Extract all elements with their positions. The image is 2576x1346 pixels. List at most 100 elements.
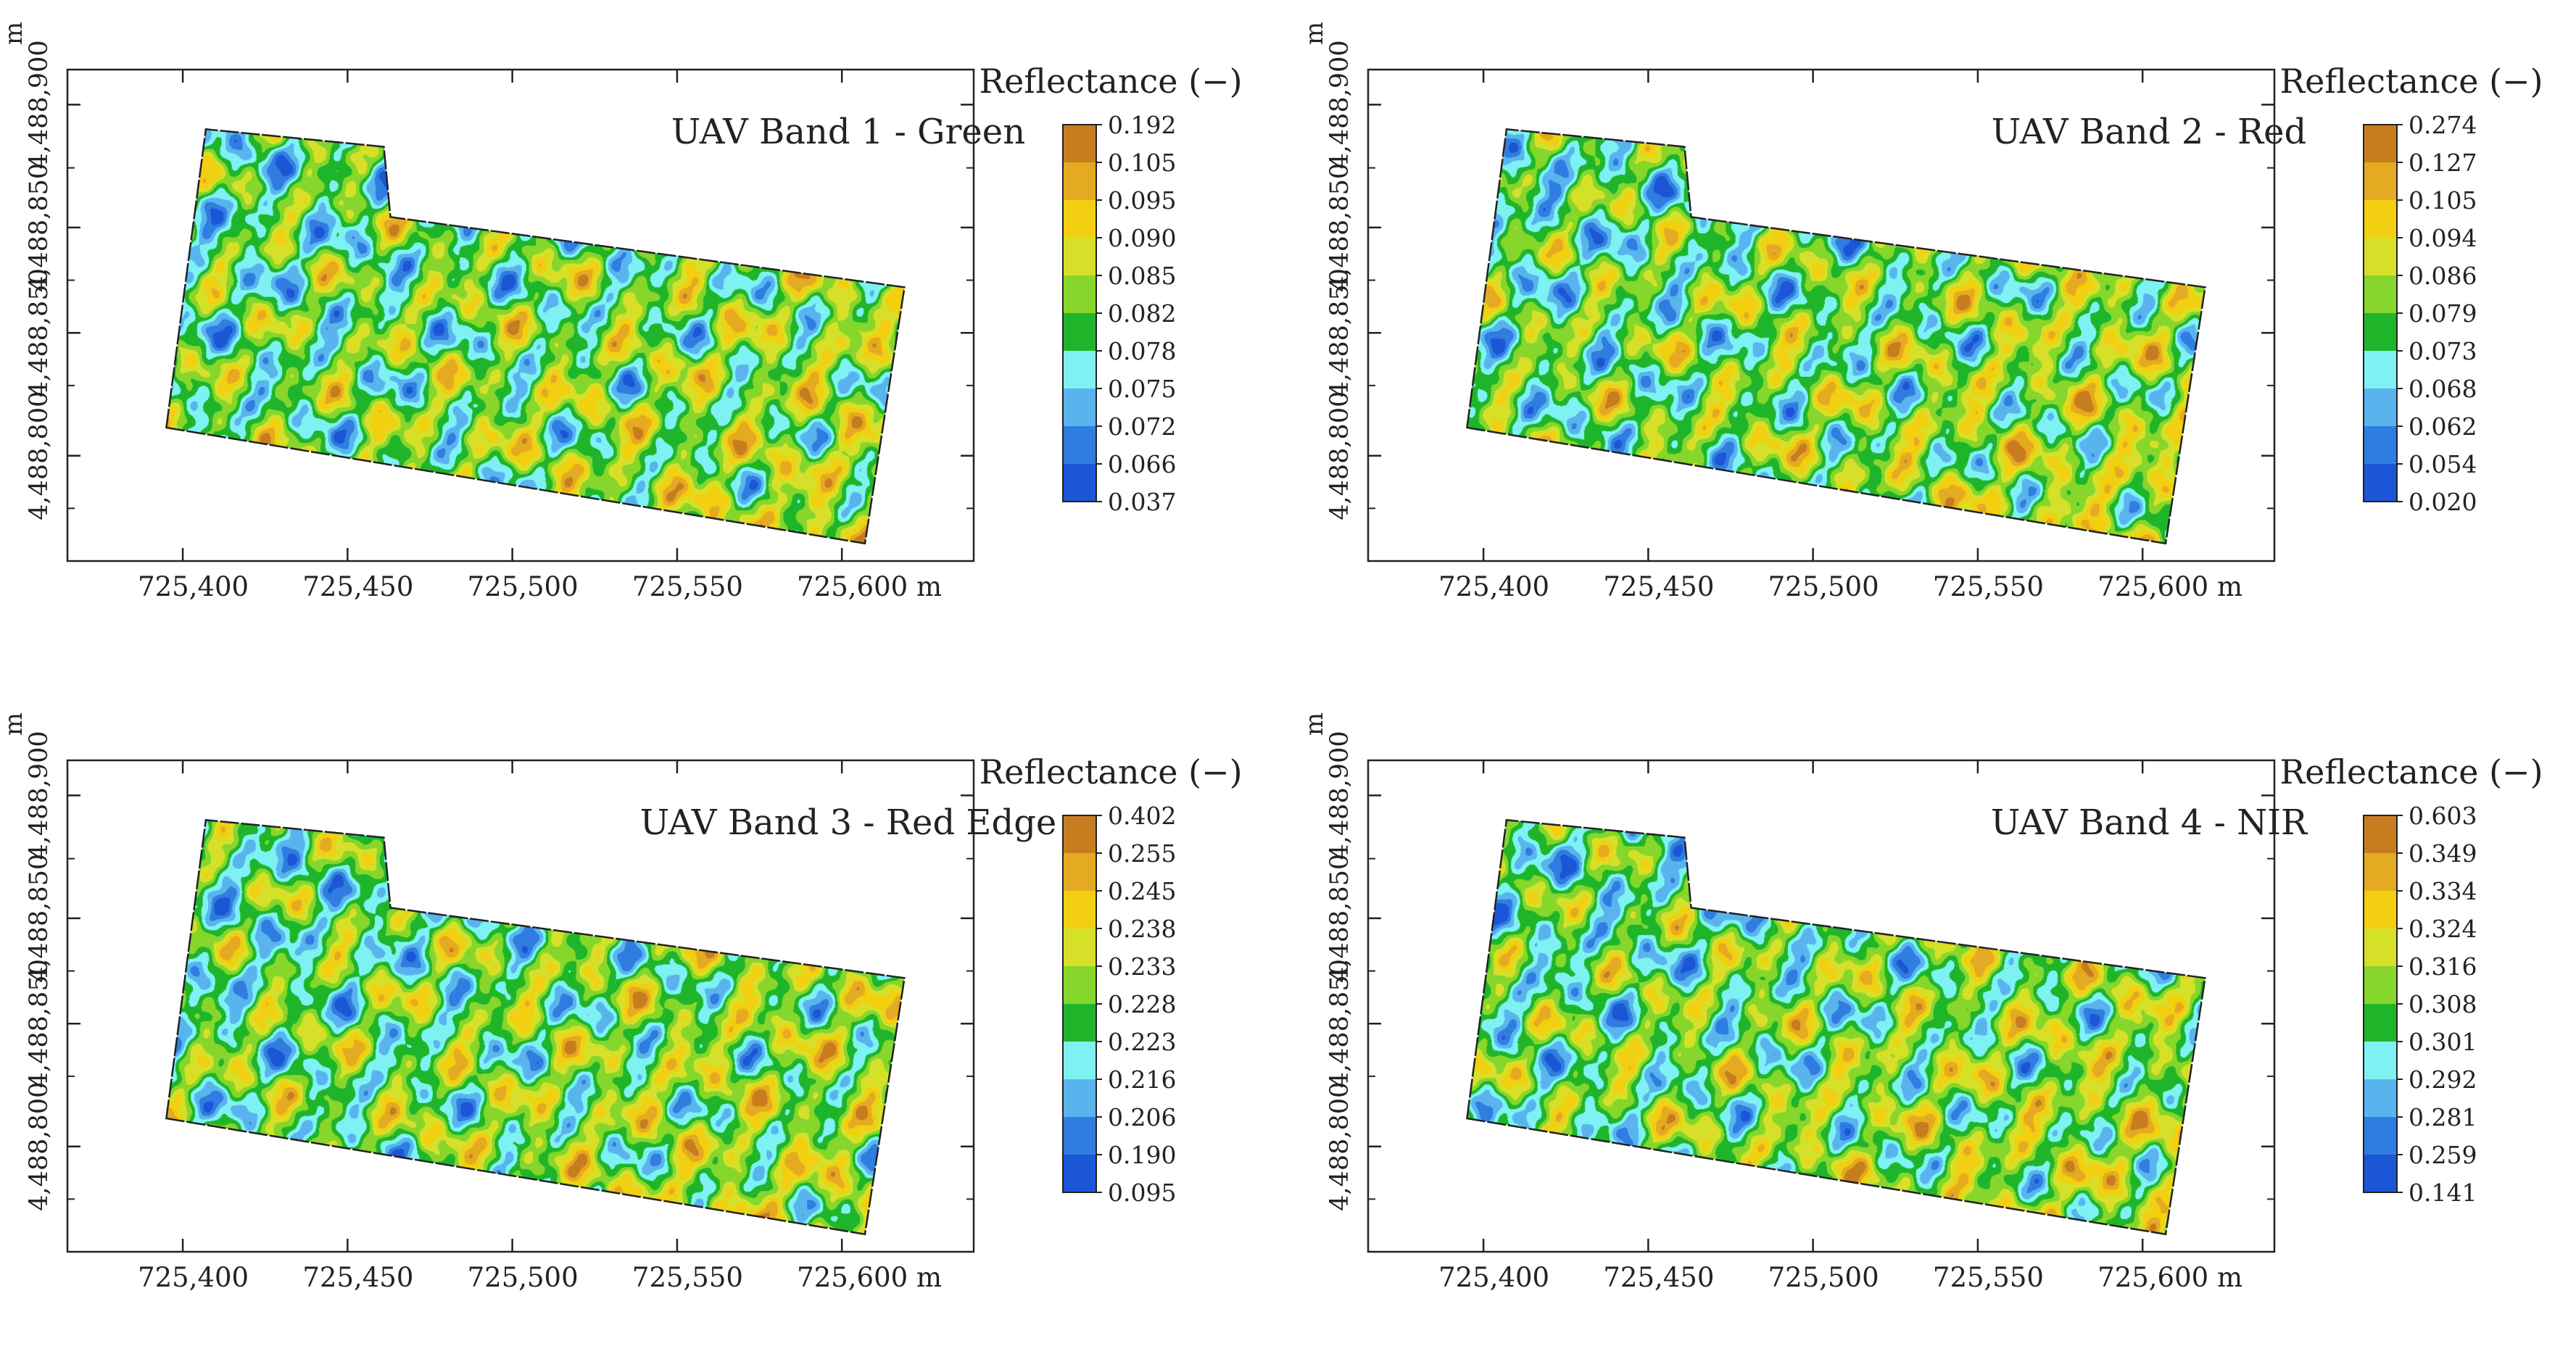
legend-label: 0.141 [2409,1179,2477,1207]
y-axis-unit-label: m [1301,713,1329,736]
legend-label: 0.086 [2409,262,2477,290]
legend-label: 0.082 [1108,299,1176,328]
legend-swatch [2364,929,2397,966]
legend-swatch [2364,275,2397,313]
legend-swatch [2364,853,2397,891]
legend-label: 0.054 [2409,450,2477,478]
plot-frame [66,68,975,562]
legend-title: Reflectance (−) [979,752,1242,792]
legend-label: 0.349 [2409,839,2477,868]
legend-label: 0.037 [1108,488,1176,516]
legend-swatch [2364,351,2397,389]
x-tick-label: 725,500 [1768,571,1879,602]
y-tick-label: 4,488,800 [1325,1082,1354,1211]
legend-label: 0.228 [1108,990,1176,1018]
legend-label: 0.068 [2409,375,2477,403]
legend-label: 0.259 [2409,1141,2477,1169]
y-tick-label: 4,488,900 [1325,731,1354,860]
y-tick-label: 4,488,900 [25,40,54,169]
x-tick-label: 725,400 [1438,1262,1549,1293]
legend-label: 0.292 [2409,1065,2477,1094]
legend-label: 0.223 [1108,1028,1176,1056]
x-tick-label: 725,400 [138,1262,249,1293]
y-tick-label: 4,488,850 [25,163,54,292]
y-tick-label: 4,488,850 [25,268,54,397]
plot-frame [1367,759,2276,1253]
legend-label: 0.233 [1108,952,1176,981]
legend-swatch [1063,1117,1096,1155]
plot-frame [66,759,975,1253]
legend-label: 0.281 [2409,1103,2477,1131]
legend-label: 0.075 [1108,375,1176,403]
legend-swatch [2364,238,2397,275]
legend-swatch [1063,238,1096,275]
panel-band-1: UAV Band 1 - Green Reflectance (−) m 725… [0,0,1276,655]
legend-swatch [1063,125,1096,162]
legend-label: 0.079 [2409,299,2477,328]
legend-swatch [2364,389,2397,426]
legend-label: 0.066 [1108,450,1176,478]
legend-swatch [2364,426,2397,464]
legend-label: 0.216 [1108,1065,1176,1094]
y-axis-unit-label: m [1301,22,1329,45]
y-tick-label: 4,488,800 [25,391,54,520]
legend-swatch [1063,275,1096,313]
x-tick-label: 725,500 [468,571,579,602]
legend-label: 0.603 [2409,802,2477,830]
legend-swatch [1063,1004,1096,1042]
legend-label: 0.095 [1108,1179,1176,1207]
x-tick-label: 725,550 [1933,1262,2044,1293]
x-tick-label: 725,450 [302,571,413,602]
legend-label: 0.245 [1108,877,1176,905]
legend-swatch [2364,1042,2397,1079]
x-tick-label: 725,450 [302,1262,413,1293]
legend-swatch [1063,966,1096,1004]
legend-title: Reflectance (−) [979,62,1242,101]
x-tick-label: 725,600 m [2097,1262,2242,1293]
y-tick-label: 4,488,800 [1325,391,1354,520]
legend-label: 0.094 [2409,224,2477,252]
y-tick-label: 4,488,800 [25,1082,54,1211]
legend-swatch [1063,464,1096,502]
y-tick-label: 4,488,900 [25,731,54,860]
legend-swatch [2364,1155,2397,1192]
y-axis-unit-label: m [0,713,28,736]
y-tick-label: 4,488,850 [1325,268,1354,397]
legend-label: 0.105 [2409,186,2477,215]
legend-label: 0.206 [1108,1103,1176,1131]
legend-swatch [1063,313,1096,351]
legend-label: 0.105 [1108,149,1176,177]
legend-swatch [1063,200,1096,238]
legend-label: 0.127 [2409,149,2477,177]
map-chart-band-2: UAV Band 2 - Red Reflectance (−) m 725,4… [1300,22,2543,602]
legend-label: 0.274 [2409,111,2477,139]
map-chart-band-3: UAV Band 3 - Red Edge Reflectance (−) m … [0,713,1243,1293]
y-tick-label: 4,488,850 [1325,163,1354,292]
legend-swatch [1063,815,1096,853]
legend-label: 0.072 [1108,412,1176,441]
legend-label: 0.308 [2409,990,2477,1018]
panel-band-4: UAV Band 4 - NIR Reflectance (−) m 725,4… [1300,691,2576,1346]
legend-label: 0.062 [2409,412,2477,441]
x-tick-label: 725,550 [632,571,743,602]
legend-label: 0.078 [1108,337,1176,365]
x-tick-label: 725,400 [1438,571,1549,602]
y-tick-label: 4,488,850 [25,854,54,983]
y-tick-label: 4,488,850 [25,959,54,1088]
legend-label: 0.020 [2409,488,2477,516]
panel-band-2: UAV Band 2 - Red Reflectance (−) m 725,4… [1300,0,2576,655]
x-tick-label: 725,450 [1603,1262,1714,1293]
map-title: UAV Band 4 - NIR [1991,802,2308,843]
legend-label: 0.095 [1108,186,1176,215]
x-tick-label: 725,550 [1933,571,2044,602]
legend-swatch [1063,1079,1096,1117]
legend-swatch [2364,464,2397,502]
legend-label: 0.090 [1108,224,1176,252]
field-boundary [1466,128,2206,545]
map-chart-band-4: UAV Band 4 - NIR Reflectance (−) m 725,4… [1300,713,2543,1293]
legend-swatch [2364,1079,2397,1117]
legend-label: 0.192 [1108,111,1176,139]
legend-label: 0.085 [1108,262,1176,290]
map-title: UAV Band 2 - Red [1992,112,2307,152]
legend-title: Reflectance (−) [2279,62,2543,101]
